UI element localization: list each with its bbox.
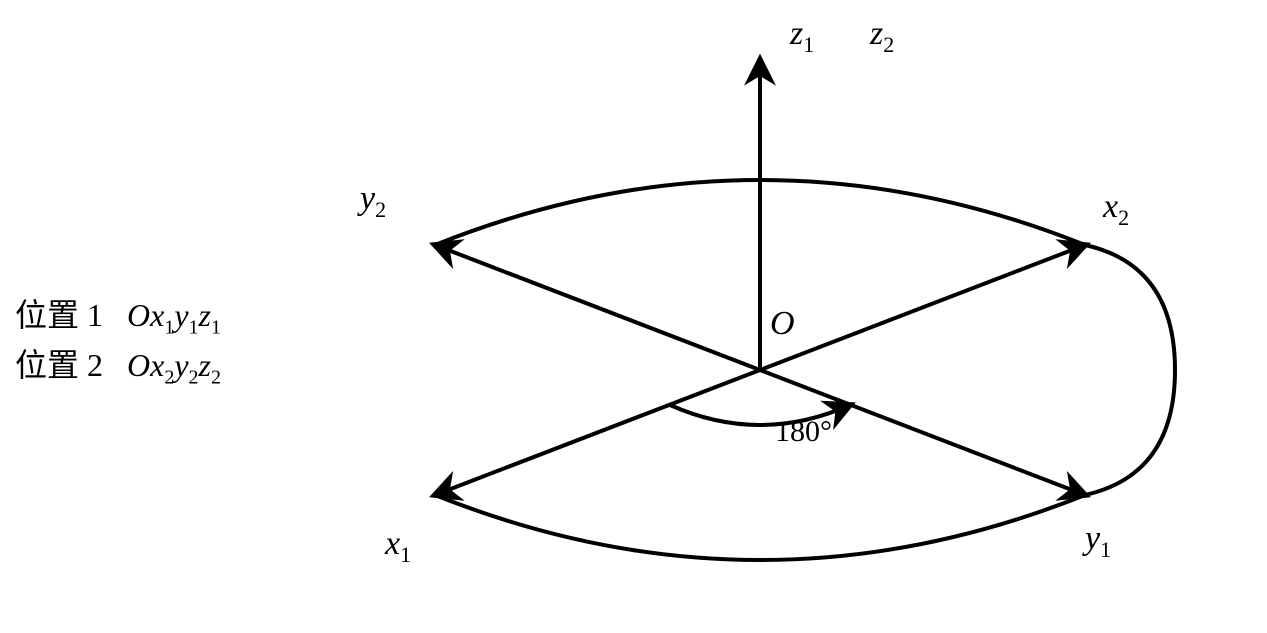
label-x1-sub: 1 (400, 542, 411, 567)
label-z1-sub: 1 (803, 32, 814, 57)
legend-row1-var: Ox (127, 297, 164, 333)
label-origin: O (770, 305, 795, 343)
legend-row2-v3: z (199, 347, 211, 383)
legend-row2-v2: y (174, 347, 188, 383)
label-z1: z1 (790, 15, 814, 58)
legend-row1-s2: 1 (189, 316, 199, 338)
label-y1-sub: 1 (1100, 537, 1111, 562)
label-y2: y2 (360, 180, 386, 223)
label-z2-var: z (870, 15, 883, 52)
label-x1-var: x (385, 525, 400, 562)
label-y1-var: y (1085, 520, 1100, 557)
label-x2-var: x (1103, 188, 1118, 225)
legend-row1-v2: y (174, 297, 188, 333)
legend-row2-s1: 2 (164, 366, 174, 388)
legend-row-1: 位置 1 Ox1y1z1 (15, 290, 221, 339)
label-angle: 180° (775, 415, 832, 449)
label-y2-sub: 2 (375, 197, 386, 222)
legend-row2-var: Ox (127, 347, 164, 383)
label-z2-sub: 2 (883, 32, 894, 57)
label-x1: x1 (385, 525, 411, 568)
legend-row2-s2: 2 (189, 366, 199, 388)
legend-row-2: 位置 2 Ox2y2z2 (15, 340, 221, 389)
legend-row1-prefix: 位置 1 (15, 297, 103, 333)
legend-row2-s3: 2 (211, 366, 221, 388)
label-x2: x2 (1103, 188, 1129, 231)
legend-row2-prefix: 位置 2 (15, 347, 103, 383)
label-z1-var: z (790, 15, 803, 52)
label-z2: z2 (870, 15, 894, 58)
legend-row1-s3: 1 (211, 316, 221, 338)
label-y2-var: y (360, 180, 375, 217)
label-x2-sub: 2 (1118, 205, 1129, 230)
label-y1: y1 (1085, 520, 1111, 563)
legend-row1-v3: z (199, 297, 211, 333)
legend-row1-s1: 1 (164, 316, 174, 338)
label-origin-var: O (770, 305, 795, 342)
